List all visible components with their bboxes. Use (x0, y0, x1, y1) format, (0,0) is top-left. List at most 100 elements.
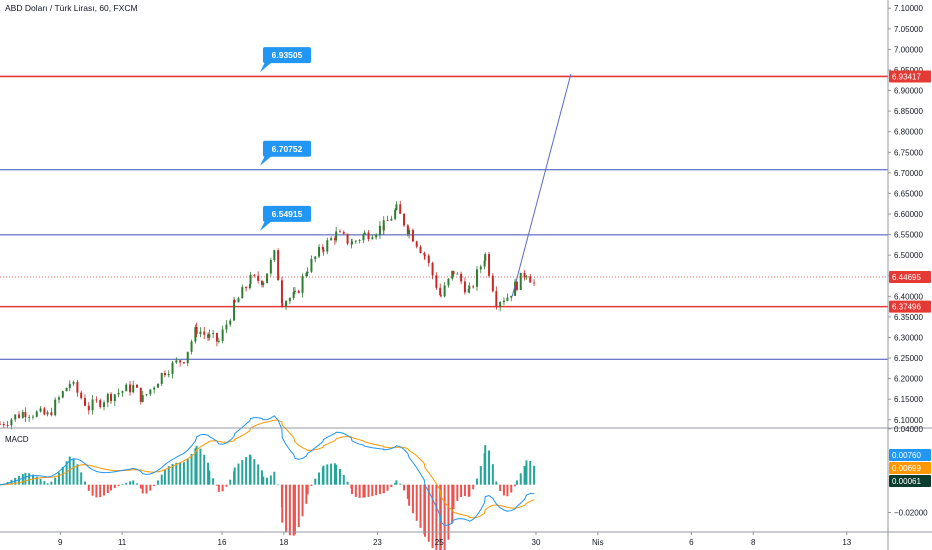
current-price-label: 6.44695 (892, 273, 921, 282)
macd-histogram-bar (435, 484, 438, 550)
macd-histogram-bar (83, 481, 86, 485)
candle-body (141, 395, 144, 402)
macd-histogram-bar (229, 479, 232, 485)
y-tick-label: 6.85000 (894, 107, 923, 116)
candle-body (354, 240, 357, 242)
macd-histogram-bar (488, 450, 491, 485)
candle-body (484, 254, 487, 261)
macd-histogram-bar (208, 470, 211, 485)
macd-histogram-bar (491, 464, 494, 485)
macd-histogram-bar (136, 483, 139, 485)
current-price-label-bg (889, 270, 931, 283)
candle-body (167, 373, 170, 376)
macd-value-label-bg (889, 449, 931, 461)
candle-body (382, 220, 385, 231)
macd-histogram-bar (245, 457, 248, 485)
x-tick-label: 13 (842, 538, 851, 547)
macd-histogram-bar (215, 484, 218, 486)
macd-y-tick-label: −0.02000 (894, 509, 928, 518)
macd-histogram-bar (153, 484, 156, 486)
candle-body (452, 270, 455, 275)
macd-histogram-bar (318, 472, 321, 485)
candle-body (257, 275, 260, 281)
candle-body (415, 241, 418, 247)
candle-body (35, 411, 38, 417)
candle-body (139, 387, 142, 402)
candle-body (54, 399, 57, 416)
y-tick-label: 6.55000 (894, 231, 923, 240)
macd-histogram-bar (460, 484, 463, 498)
candle-body (2, 424, 5, 426)
candle-body (310, 258, 313, 272)
candle-body (456, 273, 459, 275)
candle-body (103, 402, 106, 407)
macd-histogram-bar (371, 484, 374, 497)
candle-body (57, 397, 60, 400)
candle-body (362, 234, 365, 241)
candle-body (342, 232, 345, 234)
candle-body (399, 204, 402, 214)
macd-histogram-bar (423, 484, 426, 537)
macd-histogram-bar (54, 477, 57, 485)
candle-body (6, 425, 9, 426)
macd-histogram-bar (297, 484, 300, 528)
macd-histogram-bar (293, 484, 296, 535)
candle-body (529, 276, 532, 283)
candle-body (229, 320, 232, 325)
macd-histogram-bar (28, 473, 31, 485)
y-tick-label: 7.00000 (894, 45, 923, 54)
candle-body (245, 287, 248, 289)
candle-body (0, 423, 1, 425)
macd-histogram-bar (354, 484, 357, 497)
candle-body (68, 383, 71, 389)
candle-body (277, 250, 280, 281)
y-tick-label: 6.60000 (894, 210, 923, 219)
candle-body (65, 388, 68, 392)
candle-body (28, 416, 31, 418)
candle-body (269, 259, 272, 274)
candle-body (288, 298, 291, 302)
macd-histogram-bar (46, 483, 49, 485)
x-tick-label: 11 (118, 538, 127, 547)
macd-histogram-bar (475, 478, 478, 485)
candle-body (149, 389, 152, 395)
candle-body (21, 412, 24, 418)
callout-box (263, 140, 311, 157)
macd-line (0, 415, 535, 526)
candle-body (121, 391, 124, 393)
macd-histogram-bar (502, 484, 505, 496)
candle-body (519, 272, 522, 290)
candle-body (467, 288, 470, 293)
candle-body (488, 254, 491, 276)
candle-body (182, 362, 185, 364)
candle-body (129, 384, 132, 393)
candle-body (195, 327, 198, 334)
x-tick-label: 18 (279, 538, 288, 547)
macd-histogram-bar (72, 458, 75, 485)
candle-body (406, 225, 409, 234)
candle-body (431, 262, 434, 276)
callout-pointer (260, 62, 272, 73)
candle-body (395, 204, 398, 210)
candle-body (39, 408, 42, 412)
macd-histogram-bar (18, 475, 21, 485)
macd-histogram-bar (179, 462, 182, 485)
macd-histogram-bar (415, 484, 418, 521)
macd-histogram-bar (145, 484, 148, 494)
candle-body (203, 331, 206, 335)
macd-histogram-bar (241, 460, 244, 485)
macd-histogram-bar (249, 455, 252, 485)
macd-y-tick-label: 0.04000 (894, 425, 923, 434)
candle-body (31, 416, 34, 418)
macd-histogram-bar (141, 484, 144, 494)
candle-body (253, 274, 256, 276)
macd-histogram-bar (99, 484, 102, 498)
candle-body (293, 290, 296, 292)
candle-body (285, 301, 288, 307)
y-tick-label: 6.15000 (894, 395, 923, 404)
candle-body (225, 324, 228, 330)
macd-histogram-bar (253, 459, 256, 485)
candle-body (136, 384, 139, 388)
candle-body (233, 299, 236, 321)
